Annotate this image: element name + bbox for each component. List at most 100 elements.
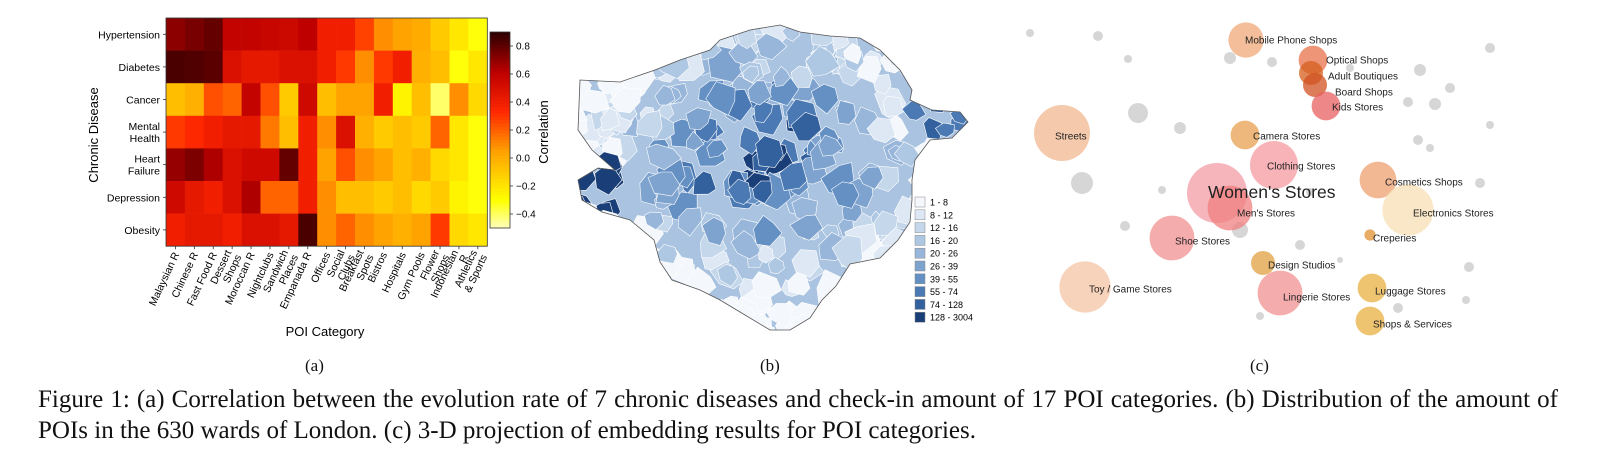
ward-polygon <box>753 214 783 247</box>
unlabeled-poi-point <box>1414 64 1426 76</box>
colorbar-tick-label: 0.0 <box>516 154 530 165</box>
ward-polygon <box>964 25 968 34</box>
legend-label: 1 - 8 <box>930 198 948 208</box>
ward-polygon <box>669 307 697 330</box>
poi-point <box>1251 251 1275 275</box>
ward-polygon <box>592 209 622 239</box>
heatmap-cell <box>184 213 205 247</box>
ward-polygon <box>836 7 854 23</box>
ward-polygon <box>683 297 712 330</box>
ward-polygon <box>678 312 707 330</box>
ward-polygon <box>893 141 920 168</box>
heatmap-cell <box>355 213 375 247</box>
colorbar-tick-label: 0.8 <box>516 42 530 53</box>
ward-polygon <box>894 33 927 64</box>
ward-polygon <box>670 325 692 330</box>
ward-polygon <box>892 253 911 272</box>
ward-polygon <box>952 10 966 24</box>
heatmap-cell <box>392 213 412 247</box>
ward-polygon <box>586 49 604 64</box>
poi-point-label: Kids Stores <box>1332 103 1383 114</box>
heatmap-cell <box>279 115 299 149</box>
heatmap-cell <box>260 115 280 149</box>
poi-point <box>1257 270 1303 316</box>
heatmap-cell <box>222 50 242 84</box>
colorbar-tick-label: −0.4 <box>516 210 536 221</box>
heatmap-cell <box>166 148 186 182</box>
ward-polygon <box>692 170 717 195</box>
poi-point <box>1059 261 1111 313</box>
poi-point <box>1364 229 1376 241</box>
heatmap-cell <box>279 83 299 117</box>
heatmap-cell <box>430 181 450 214</box>
heatmap-cell <box>317 181 337 214</box>
ward-polygon <box>705 81 736 116</box>
ward-polygon <box>601 257 625 284</box>
heatmap-cell <box>298 18 318 51</box>
heatmap-cell <box>184 181 205 214</box>
ward-polygon <box>911 327 931 330</box>
poi-point-label: Design Studios <box>1268 261 1335 272</box>
ward-polygon <box>612 245 633 266</box>
heatmap-cell <box>166 83 186 117</box>
ward-polygon <box>820 314 845 330</box>
heatmap-cell <box>222 213 242 247</box>
heatmap-cell <box>166 50 186 84</box>
heatmap-cell <box>317 213 337 247</box>
ward-polygon <box>823 25 852 35</box>
poi-point-label: Shoe Stores <box>1175 237 1230 248</box>
ward-polygon <box>578 25 588 34</box>
ward-polygon <box>889 258 911 279</box>
heatmap-cell <box>430 83 450 117</box>
ward-polygon <box>955 204 968 225</box>
ward-polygon <box>623 25 655 40</box>
ward-polygon <box>647 171 681 197</box>
heatmap-cell <box>468 181 488 214</box>
heatmap-cell <box>373 115 394 149</box>
legend-swatch <box>914 299 926 310</box>
ward-polygon <box>953 326 968 330</box>
ward-polygon <box>667 25 696 51</box>
ward-polygon <box>691 25 720 39</box>
poi-point-label: Clothing Stores <box>1267 162 1335 173</box>
ward-polygon <box>683 303 712 330</box>
heatmap-row-label: Obesity <box>124 225 160 237</box>
ward-polygon <box>790 111 822 142</box>
ward-polygon <box>790 65 813 88</box>
ward-polygon <box>631 251 657 276</box>
ward-polygon <box>682 25 712 41</box>
heatmap-row-label: Depression <box>107 192 160 204</box>
heatmap-cell <box>184 18 205 51</box>
heatmap-cell <box>355 18 375 51</box>
ward-polygon <box>685 130 705 151</box>
ward-polygon <box>896 323 933 330</box>
unlabeled-poi-point <box>1267 57 1277 67</box>
unlabeled-poi-point <box>1093 31 1103 41</box>
heatmap-cell <box>203 50 223 84</box>
ward-polygon <box>849 286 876 322</box>
poi-point <box>1228 22 1264 58</box>
unlabeled-poi-point <box>1475 178 1485 188</box>
poi-point <box>1250 141 1298 189</box>
ward-polygon <box>593 30 615 46</box>
ward-polygon <box>699 320 725 330</box>
heatmap-cell <box>355 83 375 117</box>
unlabeled-poi-point <box>1346 64 1354 72</box>
unlabeled-poi-point <box>1128 103 1148 123</box>
heatmap-cell <box>241 18 261 51</box>
ward-polygon <box>611 246 640 280</box>
unlabeled-poi-point <box>1158 186 1166 194</box>
heatmap-cell <box>373 18 394 51</box>
heatmap-cell <box>355 181 375 214</box>
ward-polygon <box>747 324 781 330</box>
heatmap-cell <box>241 83 261 117</box>
ward-polygon <box>600 108 620 131</box>
ward-polygon <box>596 302 624 330</box>
poi-point <box>1357 273 1387 303</box>
heatmap-cell <box>317 115 337 149</box>
ward-polygon <box>810 83 839 115</box>
ward-polygon <box>651 292 686 318</box>
poi-point-label: Toy / Game Stores <box>1089 285 1172 296</box>
ward-polygon <box>616 274 634 295</box>
london-outline <box>577 24 969 331</box>
